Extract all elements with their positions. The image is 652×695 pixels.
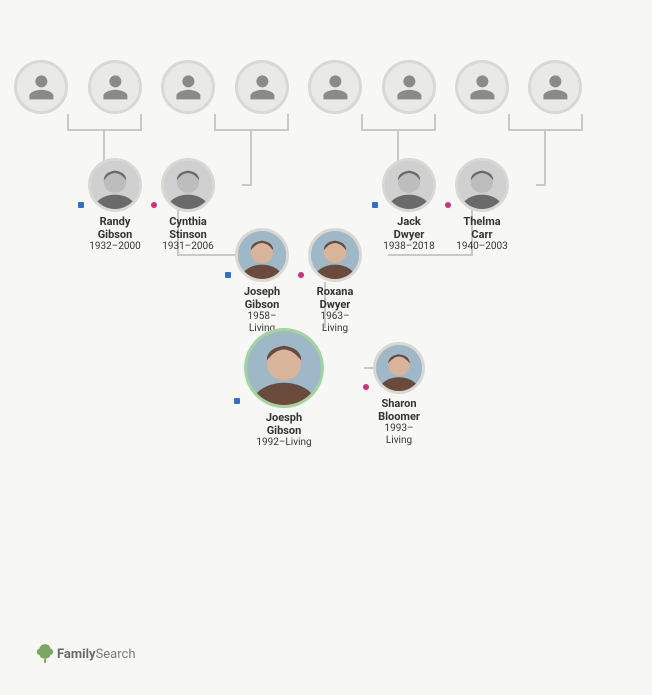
person-portrait[interactable]: [455, 158, 509, 212]
person-name: JackDwyer: [382, 216, 436, 241]
logo-text: FamilySearch: [57, 647, 136, 662]
gender-dot: [445, 202, 451, 208]
person-node[interactable]: [88, 60, 142, 114]
person-node[interactable]: SharonBloomer1993–Living: [373, 342, 425, 447]
person-name: RoxanaDwyer: [308, 286, 362, 311]
familysearch-logo: FamilySearch: [36, 643, 136, 665]
person-years: 1992–Living: [244, 437, 324, 449]
gender-dot: [298, 272, 304, 278]
person-node[interactable]: [455, 60, 509, 114]
person-portrait[interactable]: [373, 342, 425, 394]
person-years: 1932–2000: [88, 241, 142, 253]
person-years: 1938–2018: [382, 241, 436, 253]
unknown-person-icon[interactable]: [308, 60, 362, 114]
person-portrait[interactable]: [382, 158, 436, 212]
person-portrait[interactable]: [88, 158, 142, 212]
person-name: JosephGibson: [235, 286, 289, 311]
person-node[interactable]: [382, 60, 436, 114]
gender-dot: [372, 202, 378, 208]
person-years: 1940–2003: [455, 241, 509, 253]
person-node[interactable]: [14, 60, 68, 114]
unknown-person-icon[interactable]: [14, 60, 68, 114]
tree-icon: [36, 643, 54, 665]
unknown-person-icon[interactable]: [455, 60, 509, 114]
unknown-person-icon[interactable]: [235, 60, 289, 114]
unknown-person-icon[interactable]: [382, 60, 436, 114]
person-node[interactable]: ThelmaCarr1940–2003: [455, 158, 509, 253]
person-name: JoesphGibson: [244, 412, 324, 437]
person-name: ThelmaCarr: [455, 216, 509, 241]
gender-dot: [363, 384, 369, 390]
person-node[interactable]: [308, 60, 362, 114]
unknown-person-icon[interactable]: [161, 60, 215, 114]
person-node[interactable]: RoxanaDwyer1963–Living: [308, 228, 362, 335]
person-portrait[interactable]: [235, 228, 289, 282]
person-node[interactable]: JoesphGibson1992–Living: [244, 328, 324, 449]
unknown-person-icon[interactable]: [88, 60, 142, 114]
person-node[interactable]: JosephGibson1958–Living: [235, 228, 289, 335]
person-name: CynthiaStinson: [161, 216, 215, 241]
gender-dot: [234, 398, 240, 404]
gender-dot: [78, 202, 84, 208]
unknown-person-icon[interactable]: [528, 60, 582, 114]
person-node[interactable]: [235, 60, 289, 114]
person-node[interactable]: [161, 60, 215, 114]
person-node[interactable]: JackDwyer1938–2018: [382, 158, 436, 253]
person-node[interactable]: [528, 60, 582, 114]
person-name: SharonBloomer: [373, 398, 425, 423]
person-portrait[interactable]: [308, 228, 362, 282]
person-portrait[interactable]: [161, 158, 215, 212]
person-years: 1931–2006: [161, 241, 215, 253]
person-portrait[interactable]: [244, 328, 324, 408]
person-node[interactable]: RandyGibson1932–2000: [88, 158, 142, 253]
person-node[interactable]: CynthiaStinson1931–2006: [161, 158, 215, 253]
person-name: RandyGibson: [88, 216, 142, 241]
gender-dot: [225, 272, 231, 278]
gender-dot: [151, 202, 157, 208]
person-years: 1993–Living: [373, 423, 425, 447]
